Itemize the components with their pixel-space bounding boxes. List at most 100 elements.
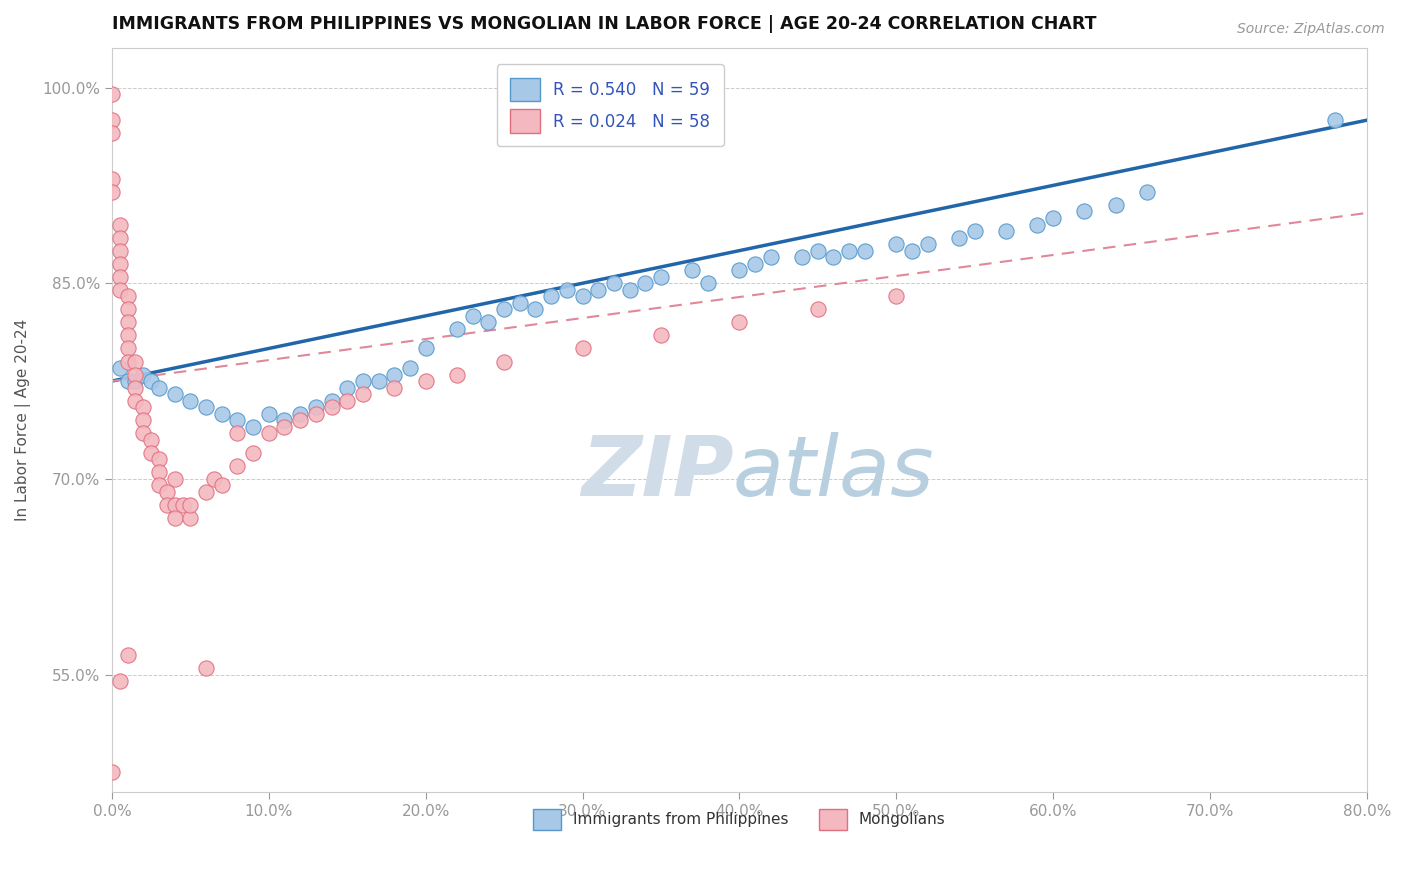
Point [823,250,845,264]
Point [634,277,657,291]
Point [117,374,139,388]
Point [211,407,233,421]
Y-axis label: In Labor Force | Age 20-24: In Labor Force | Age 20-24 [15,319,31,521]
Point [1136,185,1159,199]
Point [101,126,124,140]
Point [305,400,328,414]
Point [117,328,139,343]
Point [179,498,201,512]
Point [108,218,131,232]
Point [571,342,593,356]
Point [108,269,131,284]
Point [195,485,218,500]
Point [446,322,468,336]
Point [728,263,751,277]
Point [124,393,146,408]
Point [195,400,218,414]
Point [288,407,311,421]
Point [148,381,170,395]
Point [494,302,516,317]
Point [382,381,405,395]
Point [132,368,155,382]
Point [226,458,249,473]
Point [399,361,422,376]
Point [156,498,179,512]
Point [108,230,131,244]
Text: IMMIGRANTS FROM PHILIPPINES VS MONGOLIAN IN LABOR FORCE | AGE 20-24 CORRELATION : IMMIGRANTS FROM PHILIPPINES VS MONGOLIAN… [112,15,1097,33]
Point [108,244,131,258]
Point [807,244,830,258]
Point [352,374,374,388]
Point [132,413,155,427]
Point [242,446,264,460]
Point [367,374,389,388]
Point [117,315,139,329]
Text: ZIP: ZIP [582,432,734,513]
Text: Source: ZipAtlas.com: Source: ZipAtlas.com [1237,22,1385,37]
Point [132,426,155,441]
Point [139,433,162,447]
Point [901,244,924,258]
Text: atlas: atlas [733,432,935,513]
Point [108,674,131,689]
Point [586,283,609,297]
Point [321,400,343,414]
Point [273,419,295,434]
Point [101,113,124,128]
Point [148,478,170,492]
Point [917,237,939,252]
Point [415,374,437,388]
Point [1105,198,1128,212]
Point [148,452,170,467]
Point [477,315,499,329]
Point [124,374,146,388]
Point [759,250,782,264]
Point [446,368,468,382]
Point [728,315,751,329]
Point [179,511,201,525]
Point [163,498,186,512]
Point [101,765,124,780]
Point [163,387,186,401]
Point [321,393,343,408]
Point [948,230,970,244]
Point [257,426,280,441]
Point [124,381,146,395]
Point [884,237,907,252]
Point [352,387,374,401]
Legend: Immigrants from Philippines, Mongolians: Immigrants from Philippines, Mongolians [527,803,952,837]
Point [744,257,766,271]
Point [1324,113,1347,128]
Point [288,413,311,427]
Point [524,302,547,317]
Point [101,185,124,199]
Point [195,661,218,675]
Point [163,472,186,486]
Point [101,87,124,101]
Point [226,413,249,427]
Point [108,257,131,271]
Point [101,172,124,186]
Point [1026,218,1049,232]
Point [509,295,531,310]
Point [603,277,626,291]
Point [108,361,131,376]
Point [790,250,813,264]
Point [1073,204,1095,219]
Point [202,472,225,486]
Point [117,289,139,303]
Point [132,400,155,414]
Point [461,309,484,323]
Point [494,354,516,368]
Point [139,374,162,388]
Point [650,269,672,284]
Point [172,498,194,512]
Point [124,368,146,382]
Point [415,342,437,356]
Point [1042,211,1064,225]
Point [117,354,139,368]
Point [179,393,201,408]
Point [807,302,830,317]
Point [540,289,562,303]
Point [108,283,131,297]
